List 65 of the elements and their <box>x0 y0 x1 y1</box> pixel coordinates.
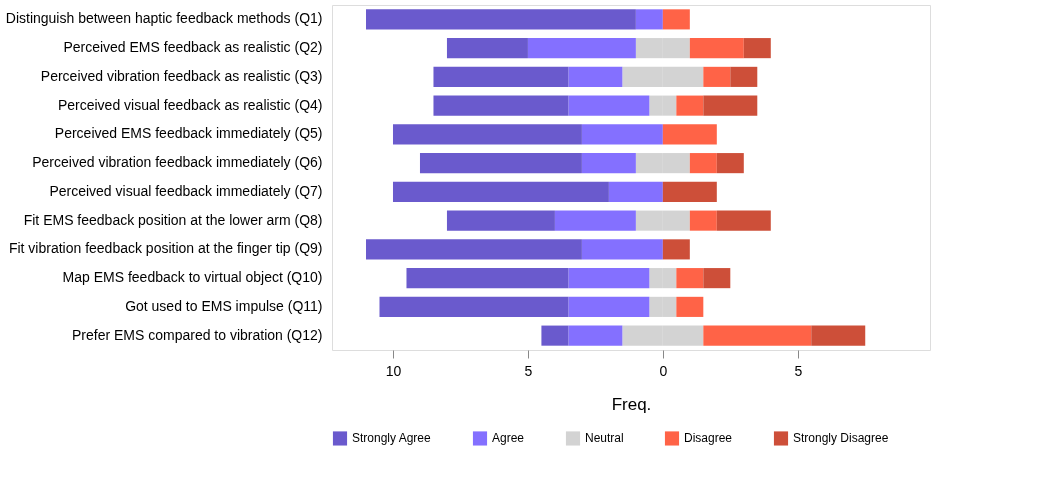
y-tick-label: Perceived EMS feedback as realistic (Q2) <box>63 39 323 56</box>
bar <box>581 239 663 260</box>
y-tick-label: Fit vibration feedback position at the finger tip (Q9) <box>8 240 323 257</box>
bar <box>568 268 650 289</box>
bar <box>703 95 758 116</box>
legend-label: Neutral <box>585 431 624 446</box>
bar <box>703 66 731 87</box>
bar <box>406 268 569 289</box>
bar <box>392 181 609 202</box>
bar <box>581 153 636 174</box>
bar <box>568 66 623 87</box>
x-tick-label: 10 <box>385 362 402 379</box>
bar <box>568 296 650 317</box>
legend-label: Agree <box>492 431 525 446</box>
y-tick-label: Perceived vibration feedback immediately (Q6) <box>32 154 323 171</box>
bar <box>662 9 690 30</box>
y-tick-label: Map EMS feedback to virtual object (Q10) <box>62 269 323 286</box>
bar <box>743 38 771 59</box>
bar <box>689 210 717 231</box>
bar <box>554 210 636 231</box>
bar <box>703 325 812 346</box>
y-tick-label: Perceived EMS feedback immediately (Q5) <box>54 125 323 142</box>
bar <box>608 181 663 202</box>
bar <box>676 95 704 116</box>
bar <box>433 95 569 116</box>
y-tick-label: Distinguish between haptic feedback methods (Q1) <box>5 10 323 27</box>
bar <box>581 124 663 145</box>
bar <box>527 38 636 59</box>
bar <box>392 124 582 145</box>
bar <box>366 239 582 260</box>
bar <box>433 66 569 87</box>
bar <box>689 38 744 59</box>
y-tick-label: Perceived visual feedback immediately (Q7) <box>49 182 323 199</box>
bar <box>635 9 663 30</box>
bar <box>662 239 690 260</box>
bar <box>730 66 758 87</box>
bar <box>689 153 717 174</box>
y-tick-label: Perceived visual feedback as realistic (Q4) <box>57 96 323 113</box>
bar <box>676 296 704 317</box>
x-tick-label: 0 <box>659 362 668 379</box>
bar <box>716 210 771 231</box>
x-tick-label: 5 <box>524 362 533 379</box>
bar <box>662 181 717 202</box>
bar <box>379 296 569 317</box>
bar <box>541 325 569 346</box>
legend-label: Strongly Agree <box>352 431 432 446</box>
bar <box>703 268 731 289</box>
bar <box>568 95 650 116</box>
legend-label: Disagree <box>684 431 733 446</box>
bar <box>716 153 744 174</box>
bar <box>366 9 636 30</box>
legend-label: Strongly Disagree <box>793 431 889 446</box>
bar <box>419 153 582 174</box>
y-tick-label: Fit EMS feedback position at the lower arm (Q8) <box>23 211 323 228</box>
bar <box>446 38 528 59</box>
bar <box>446 210 555 231</box>
y-tick-label: Perceived vibration feedback as realistic (Q3) <box>40 67 323 84</box>
y-tick-label: Prefer EMS compared to vibration (Q12) <box>71 326 323 343</box>
bar <box>662 124 717 145</box>
bar <box>811 325 866 346</box>
y-tick-label: Got used to EMS impulse (Q11) <box>125 297 323 314</box>
x-axis-title: Freq. <box>611 394 652 414</box>
bar <box>676 268 704 289</box>
bar <box>568 325 623 346</box>
x-tick-label: 5 <box>794 362 803 379</box>
